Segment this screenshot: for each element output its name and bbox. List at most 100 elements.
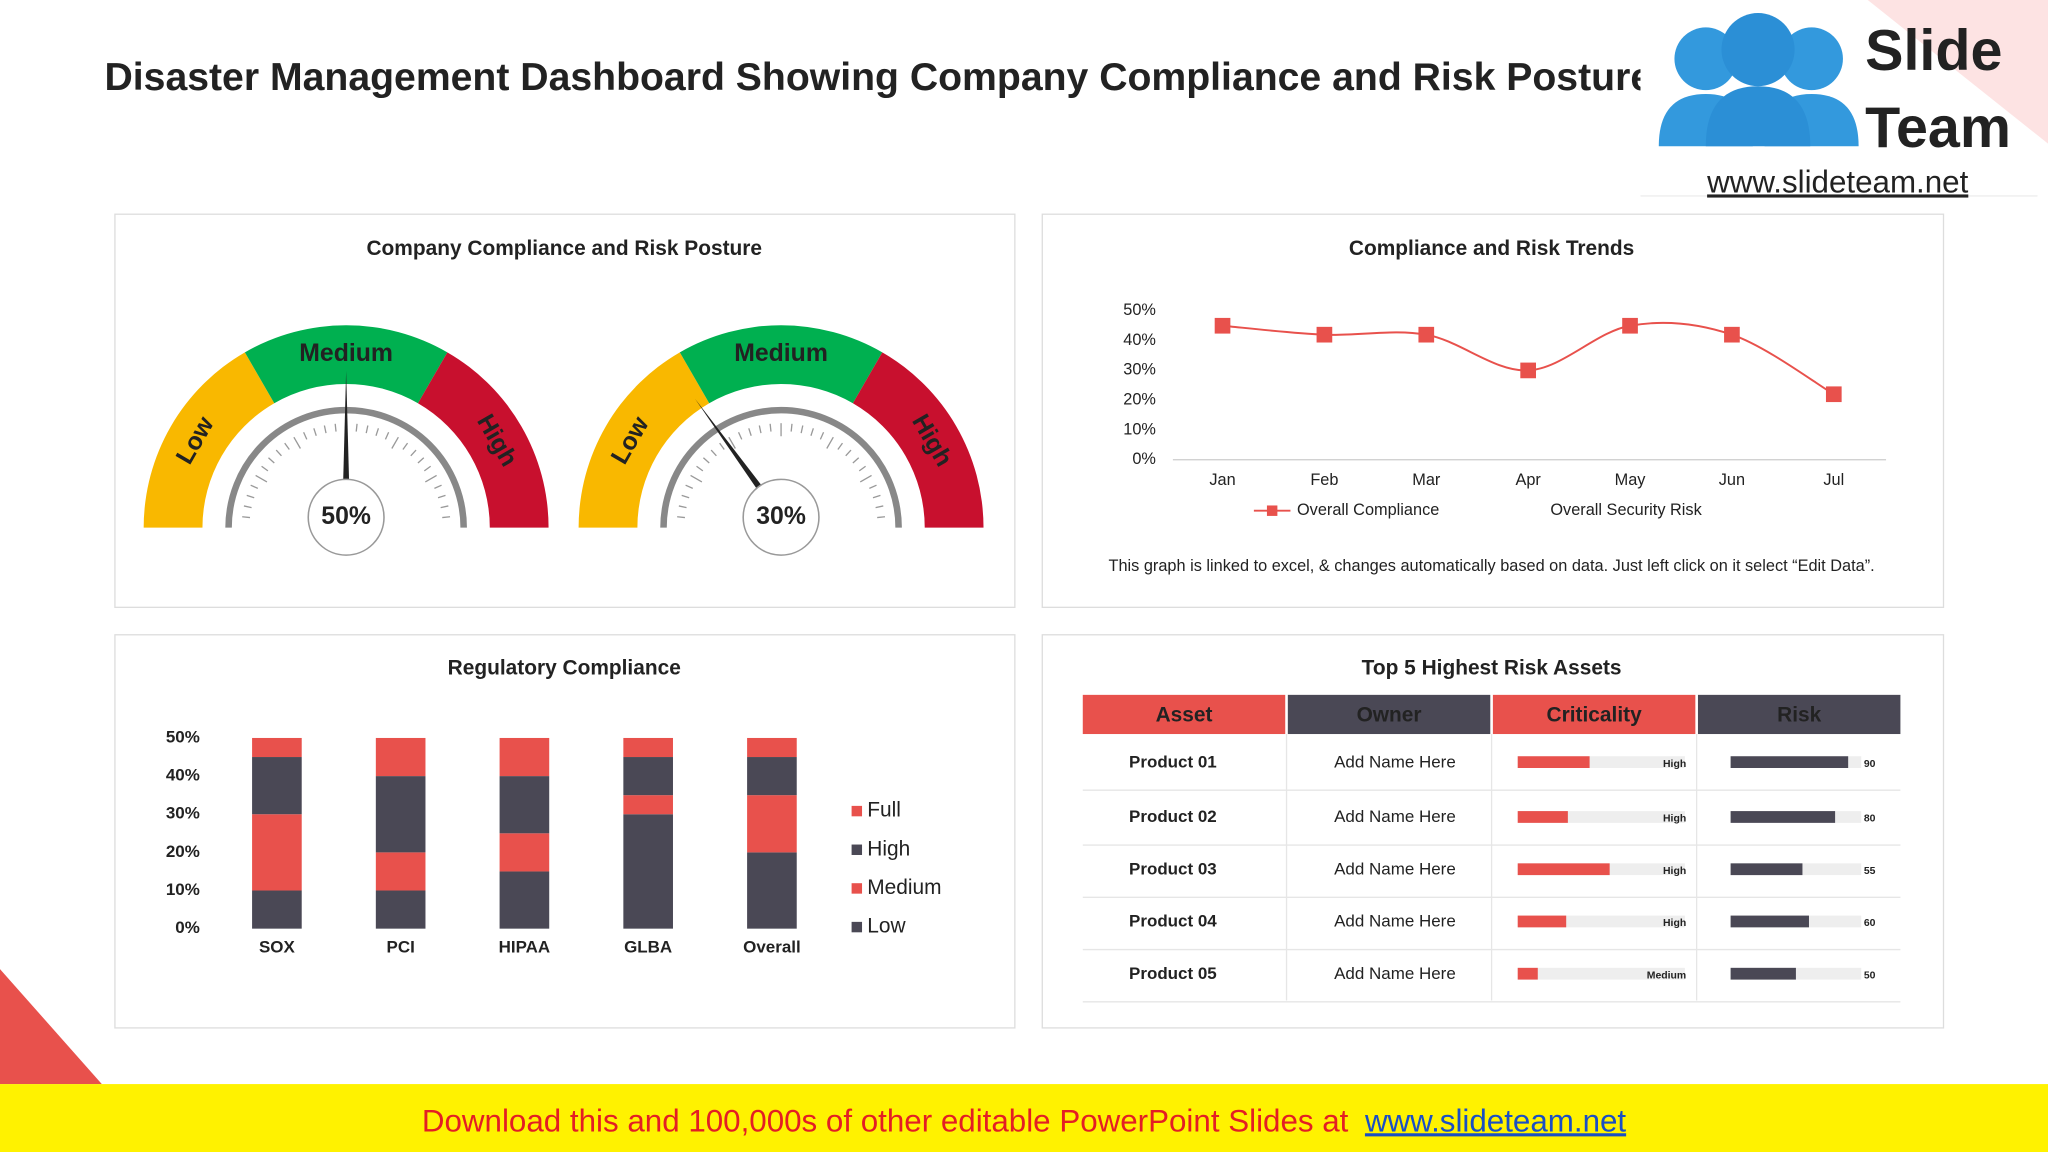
owner-cell: Add Name Here <box>1334 752 1456 771</box>
gauge-hub <box>742 478 820 556</box>
corner-triangle <box>0 969 102 1085</box>
x-tick-label: Jan <box>1209 471 1235 489</box>
gauge-tick <box>440 505 449 509</box>
gauge-band-label: Medium <box>734 340 828 367</box>
gauge-band <box>143 352 275 528</box>
criticality-label: Medium <box>1647 970 1686 981</box>
gauge-band <box>417 352 549 528</box>
legend-swatch <box>851 921 863 933</box>
risk-track <box>1730 967 1862 980</box>
owner-cell: Add Name Here <box>1334 964 1456 983</box>
bar-segment <box>375 852 426 891</box>
bar-segment <box>747 757 797 796</box>
y-tick-label: 20% <box>166 842 200 861</box>
point-marker <box>1520 362 1536 379</box>
logo-brand: Slide <box>1865 19 2002 83</box>
asset-cell: Product 05 <box>1129 964 1217 983</box>
gauge-tick <box>696 465 704 472</box>
x-tick-label: SOX <box>259 938 296 957</box>
x-tick-label: Jul <box>1823 471 1844 489</box>
bar-segment <box>499 737 550 777</box>
asset-cell: Product 03 <box>1129 859 1217 878</box>
x-tick-label: Jun <box>1719 471 1745 489</box>
gauge-tick <box>365 425 369 434</box>
gauge-value-label: 50% <box>321 503 371 530</box>
table-header-cell <box>1492 694 1696 735</box>
panel-title: Top 5 Highest Risk Assets <box>1362 656 1622 679</box>
x-tick-label: PCI <box>387 938 415 957</box>
banner-text: Download this and 100,000s of other edit… <box>422 1104 1349 1139</box>
gauge-tick <box>242 516 251 519</box>
gauge-tick <box>303 431 308 440</box>
gauge-hub <box>307 478 385 556</box>
criticality-track <box>1517 915 1685 928</box>
gauge-band <box>852 352 984 528</box>
gauge-tick <box>275 449 282 457</box>
y-tick-label: 0% <box>1132 450 1156 468</box>
point-marker <box>1316 326 1333 343</box>
risk-label: 60 <box>1864 918 1876 929</box>
criticality-label: High <box>1663 814 1686 825</box>
table-header: Criticality <box>1547 703 1643 726</box>
gauge-tick <box>261 465 269 472</box>
legend-swatch <box>851 883 863 894</box>
x-tick-label: Apr <box>1515 471 1541 489</box>
gauge-tick <box>875 505 884 509</box>
gauge-tick <box>872 494 881 499</box>
gauge-tick <box>758 425 762 434</box>
table-header-cell <box>1697 694 1901 735</box>
gauge-tick <box>826 436 834 449</box>
criticality-bar <box>1517 915 1567 928</box>
banner-link[interactable]: www.slideteam.net <box>1364 1104 1626 1139</box>
bar-segment <box>375 776 426 853</box>
gauge-tick <box>391 436 399 449</box>
logo-url[interactable]: www.slideteam.net <box>1706 164 1968 199</box>
gauge-tick <box>869 484 877 489</box>
gauge-tick <box>702 457 710 464</box>
point-marker <box>1622 317 1638 334</box>
point-marker <box>1724 326 1740 343</box>
gauge-band <box>578 352 710 528</box>
gauge-tick <box>434 484 442 489</box>
y-tick-label: 10% <box>1123 420 1156 438</box>
gauge-tick <box>852 457 860 464</box>
legend-label: Overall Compliance <box>1297 501 1439 519</box>
gauge-tick <box>837 442 844 450</box>
table-header: Owner <box>1357 703 1422 726</box>
bar-segment <box>252 814 302 891</box>
criticality-bar <box>1517 863 1610 876</box>
bar-segment <box>623 757 673 796</box>
x-tick-label: Feb <box>1310 471 1338 489</box>
legend-label: Medium <box>867 876 941 899</box>
logo: Slide Team www.slideteam.net <box>1640 0 2048 199</box>
gauge-tick <box>355 423 358 432</box>
gauge-tick <box>375 428 380 436</box>
y-tick-label: 30% <box>166 804 200 823</box>
point-marker <box>1214 317 1231 334</box>
gauge-tick <box>819 431 825 440</box>
y-tick-label: 50% <box>1123 301 1156 319</box>
gauge-tick <box>402 442 409 450</box>
gauge-arc <box>660 406 902 528</box>
gauge-tick <box>877 516 886 519</box>
y-tick-label: 30% <box>1123 361 1156 379</box>
bar-segment <box>252 737 302 758</box>
y-tick-label: 50% <box>166 727 200 746</box>
risk-bar <box>1730 756 1849 768</box>
table-header-cell <box>1287 694 1491 735</box>
panel-title: Compliance and Risk Trends <box>1349 237 1634 260</box>
y-tick-label: 40% <box>166 766 200 785</box>
gauge-tick <box>268 457 275 464</box>
legend-swatch <box>1266 505 1278 516</box>
gauge-tick <box>284 442 290 450</box>
gauge-band <box>679 325 883 404</box>
gauge-band-label: Medium <box>299 340 393 367</box>
gauge-tick <box>437 494 446 499</box>
gauge-tick <box>845 449 852 457</box>
legend-swatch <box>851 844 863 855</box>
y-tick-label: 20% <box>1123 391 1156 409</box>
criticality-label: High <box>1663 866 1686 877</box>
gauge-tick <box>313 428 317 436</box>
bar-segment <box>499 776 550 834</box>
bar-segment <box>747 852 797 929</box>
